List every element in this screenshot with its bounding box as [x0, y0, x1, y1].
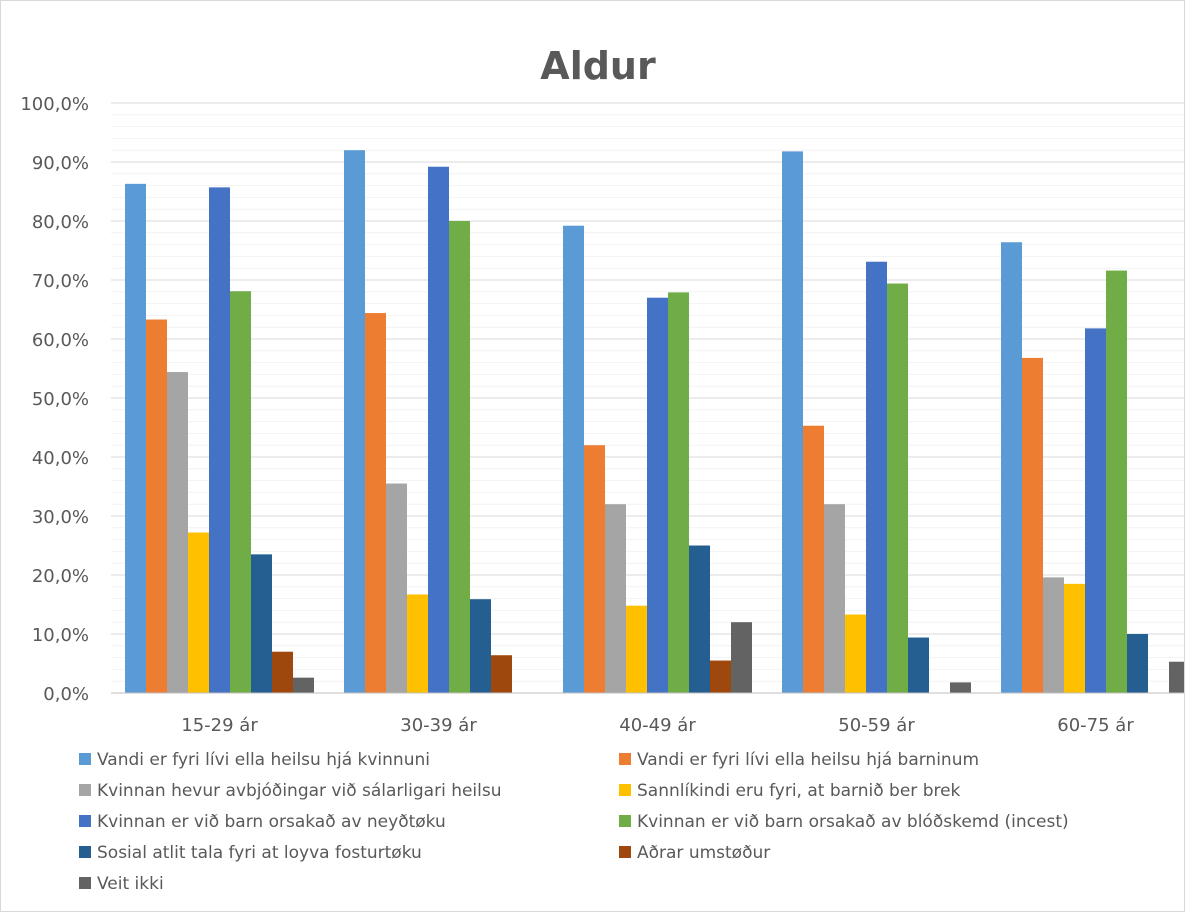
y-tick-label: 50,0% — [32, 389, 89, 410]
legend-item: Veit ikki — [79, 874, 164, 894]
legend-label: Aðrar umstøður — [637, 843, 770, 863]
x-tick-label: 60-75 ár — [1057, 715, 1134, 736]
bar — [647, 297, 668, 693]
bar — [626, 605, 647, 693]
y-tick-label: 40,0% — [32, 448, 89, 469]
bar — [1001, 242, 1022, 694]
y-tick-label: 80,0% — [32, 212, 89, 233]
bar — [188, 532, 209, 693]
x-tick-label: 50-59 ár — [838, 715, 915, 736]
bar — [584, 445, 605, 693]
y-tick-label: 70,0% — [32, 271, 89, 292]
bar — [866, 261, 887, 693]
legend-label: Kvinnan er við barn orsakað av blóðskemd… — [637, 812, 1069, 832]
legend-swatch — [79, 815, 91, 827]
y-axis-ticks: 0,0% 10,0% 20,0% 30,0% 40,0% 50,0% 60,0% 70,0% 8… — [20, 94, 89, 705]
y-tick-label: 20,0% — [32, 566, 89, 587]
legend-swatch — [79, 877, 91, 889]
bar — [428, 166, 449, 694]
legend-item: Sosial atlit tala fyri at loyva fosturtø… — [79, 843, 422, 863]
bar — [293, 677, 314, 693]
bar — [272, 651, 293, 693]
legend-label: Vandi er fyri lívi ella heilsu hjá barni… — [637, 750, 979, 770]
bar — [449, 221, 470, 693]
legend-label: Sosial atlit tala fyri at loyva fosturtø… — [97, 843, 422, 863]
bar — [125, 183, 146, 693]
legend-swatch — [619, 784, 631, 796]
bar — [1043, 577, 1064, 693]
bar — [668, 292, 689, 693]
bar — [803, 425, 824, 693]
legend-item: Kvinnan er við barn orsakað av blóðskemd… — [619, 812, 1069, 832]
bar — [731, 622, 752, 693]
chart-title: Aldur — [540, 44, 656, 88]
bar — [365, 313, 386, 693]
x-tick-label: 30-39 ár — [400, 715, 477, 736]
legend-label: Veit ikki — [97, 874, 164, 894]
legend-swatch — [619, 846, 631, 858]
bar — [824, 504, 845, 693]
bar — [1106, 270, 1127, 693]
legend-item: Vandi er fyri lívi ella heilsu hjá barni… — [619, 750, 979, 770]
legend-item: Sannlíkindi eru fyri, at barnið ber brek — [619, 781, 961, 801]
bars — [125, 150, 1184, 694]
y-tick-label: 60,0% — [32, 330, 89, 351]
bar — [167, 372, 188, 693]
x-axis: 15-29 ár 30-39 ár 40-49 ár 50-59 ár 60-75 ár — [111, 692, 1184, 736]
bar — [251, 554, 272, 693]
bar — [950, 682, 971, 693]
bar — [230, 291, 251, 693]
legend-swatch — [79, 784, 91, 796]
x-tick-label: 40-49 ár — [619, 715, 696, 736]
legend-item: Kvinnan er við barn orsakað av neyðtøku — [79, 812, 446, 832]
bar — [407, 594, 428, 693]
y-tick-label: 30,0% — [32, 507, 89, 528]
legend-swatch — [79, 846, 91, 858]
bar — [1127, 634, 1148, 693]
bar — [845, 614, 866, 693]
bar — [470, 599, 491, 693]
y-tick-label: 0,0% — [43, 684, 89, 705]
x-tick-label: 15-29 ár — [181, 715, 258, 736]
bar — [563, 225, 584, 693]
legend-label: Kvinnan hevur avbjóðingar við sálarligar… — [97, 781, 502, 801]
bar — [209, 187, 230, 693]
bar — [344, 150, 365, 693]
y-tick-label: 90,0% — [32, 153, 89, 174]
legend-label: Kvinnan er við barn orsakað av neyðtøku — [97, 812, 446, 832]
legend-swatch — [619, 815, 631, 827]
legend-item: Kvinnan hevur avbjóðingar við sálarligar… — [79, 781, 502, 801]
legend-swatch — [79, 753, 91, 765]
legend: Vandi er fyri lívi ella heilsu hjá kvinn… — [79, 750, 1069, 894]
bar — [887, 283, 908, 693]
legend-item: Aðrar umstøður — [619, 843, 770, 863]
bar — [1085, 328, 1106, 693]
bar — [491, 655, 512, 693]
y-tick-label: 10,0% — [32, 625, 89, 646]
bar — [710, 660, 731, 693]
bar — [782, 151, 803, 693]
bar — [689, 545, 710, 693]
y-tick-label: 100,0% — [20, 94, 89, 115]
bar — [1064, 583, 1085, 693]
bar — [908, 637, 929, 693]
legend-label: Sannlíkindi eru fyri, at barnið ber brek — [637, 781, 961, 801]
bar — [605, 504, 626, 693]
bar — [386, 483, 407, 693]
legend-label: Vandi er fyri lívi ella heilsu hjá kvinn… — [97, 750, 430, 770]
legend-item: Vandi er fyri lívi ella heilsu hjá kvinn… — [79, 750, 430, 770]
bar — [1022, 357, 1043, 693]
bar — [146, 319, 167, 693]
bar — [1169, 661, 1184, 693]
legend-swatch — [619, 753, 631, 765]
